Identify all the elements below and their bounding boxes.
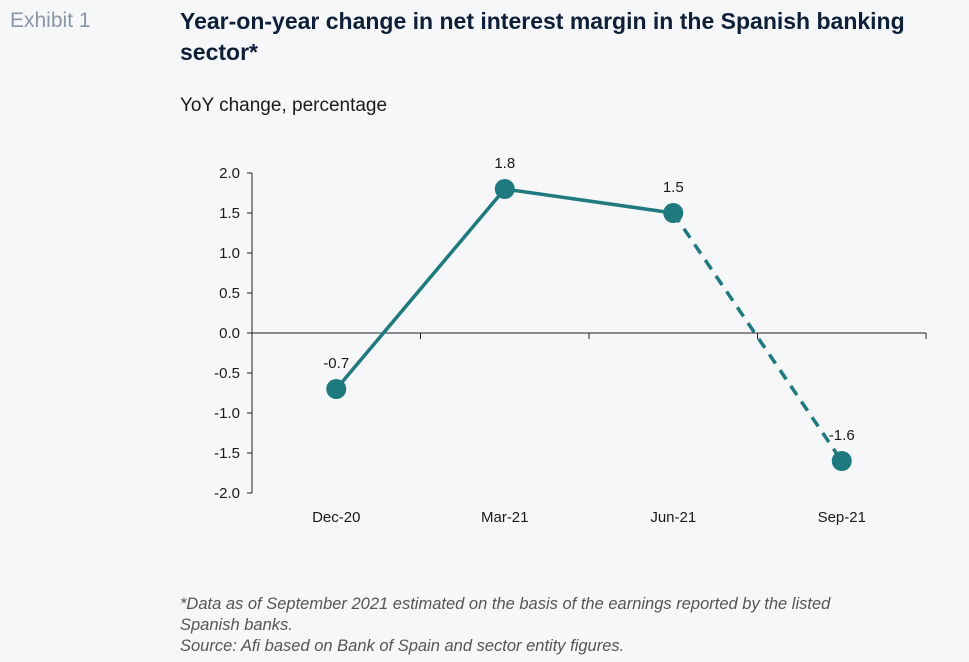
x-tick-label: Dec-20 [312, 509, 360, 526]
data-label: 1.8 [494, 155, 515, 172]
y-tick-label: -0.5 [214, 365, 240, 382]
chart-title: Year-on-year change in net interest marg… [180, 8, 905, 65]
x-tick-label: Sep-21 [818, 509, 866, 526]
data-label: -0.7 [323, 355, 349, 372]
x-tick-label: Jun-21 [650, 509, 696, 526]
data-point [326, 379, 347, 399]
chart-notes: *Data as of September 2021 estimated on … [180, 594, 958, 657]
x-tick-label: Mar-21 [481, 509, 529, 526]
data-label: -1.6 [829, 427, 855, 444]
footnote-continuation: Spanish banks. [180, 616, 293, 634]
exhibit-label: Exhibit 1 [10, 9, 91, 32]
y-tick-label: 2.0 [219, 165, 240, 182]
source-note: Source: Afi based on Bank of Spain and s… [180, 637, 625, 655]
y-tick-label: 1.0 [219, 245, 240, 262]
chart-subtitle: YoY change, percentage [180, 95, 388, 116]
line-chart: 2.0 1.5 1.0 0.5 0.0 -0.5 -1.0 -1.5 -2.0 Dec-20 Mar… [214, 155, 927, 526]
data-point [663, 203, 684, 223]
y-tick-label: 0.0 [219, 325, 240, 342]
footnote: *Data as of September 2021 estimated on … [180, 595, 831, 613]
y-tick-label: 1.5 [219, 205, 240, 222]
y-tick-label: -1.5 [214, 445, 240, 462]
series-segment [334, 187, 507, 391]
data-label: 1.5 [663, 179, 684, 196]
data-point [494, 179, 515, 199]
series-segment-estimated [671, 212, 844, 462]
series-segment [504, 187, 674, 215]
y-tick-label: 0.5 [219, 285, 240, 302]
data-point [831, 451, 852, 471]
y-tick-label: -1.0 [214, 405, 240, 422]
y-tick-label: -2.0 [214, 485, 240, 502]
